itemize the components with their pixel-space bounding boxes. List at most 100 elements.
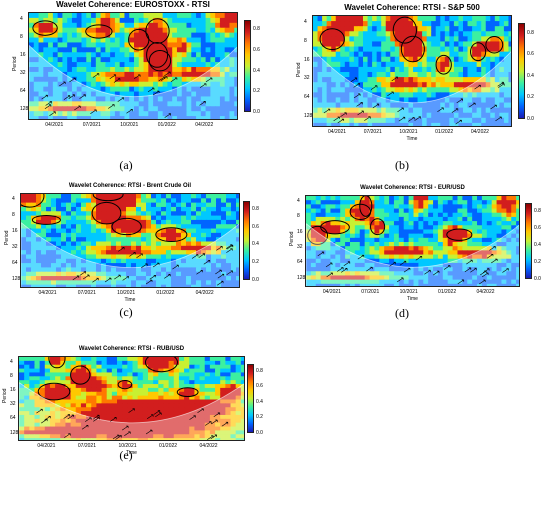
heatmap-cell	[487, 238, 492, 243]
heatmap-cell	[497, 200, 502, 205]
heatmap-cell	[143, 392, 149, 396]
heatmap-cell	[408, 72, 413, 78]
heatmap-cell	[316, 213, 321, 218]
heatmap-cell	[106, 224, 112, 229]
heatmap-cell	[60, 376, 66, 380]
heatmap-cell	[139, 23, 144, 29]
heatmap-cell	[210, 357, 216, 361]
heatmap-cell	[171, 233, 177, 238]
heatmap-cell	[166, 246, 172, 251]
heatmap-cell	[215, 18, 220, 24]
heatmap-cell	[506, 204, 511, 209]
heatmap-cell	[112, 376, 118, 380]
y-tick-label: 16	[12, 228, 18, 234]
heatmap-cell	[153, 82, 158, 88]
heatmap-cell	[107, 369, 113, 373]
heatmap-cell	[120, 62, 125, 68]
heatmap-cell	[399, 82, 404, 88]
heatmap-cell	[374, 229, 379, 234]
heatmap-cell	[408, 97, 413, 103]
heatmap-cell	[487, 200, 492, 205]
heatmap-cell	[418, 77, 423, 83]
heatmap-cell	[418, 250, 423, 255]
heatmap-cell	[166, 220, 172, 225]
heatmap-cell	[495, 21, 500, 27]
heatmap-cell	[101, 250, 107, 255]
coherence-heatmap	[29, 13, 238, 120]
heatmap-cell	[422, 92, 427, 98]
heatmap-cell	[77, 18, 82, 24]
heatmap-cell	[101, 229, 107, 234]
heatmap-cell	[330, 225, 335, 230]
heatmap-cell	[384, 204, 389, 209]
heatmap-cell	[112, 384, 118, 388]
heatmap-cell	[408, 62, 413, 68]
heatmap-cell	[134, 42, 139, 48]
heatmap-cell	[131, 259, 137, 264]
heatmap-cell	[81, 372, 87, 376]
heatmap-cell	[117, 392, 123, 396]
heatmap-cell	[194, 400, 200, 404]
heatmap-cell	[231, 380, 237, 384]
heatmap-cell	[96, 28, 101, 34]
heatmap-cell	[201, 242, 207, 247]
heatmap-cell	[143, 376, 149, 380]
heatmap-cell	[56, 237, 62, 242]
heatmap-cell	[101, 67, 106, 73]
heatmap-cell	[133, 376, 139, 380]
heatmap-cell	[379, 250, 384, 255]
heatmap-cell	[76, 388, 82, 392]
heatmap-cell	[316, 196, 321, 201]
heatmap-cell	[454, 41, 459, 47]
heatmap-cell	[427, 26, 432, 32]
heatmap-cell	[365, 200, 370, 205]
heatmap-cell	[427, 62, 432, 68]
heatmap-cell	[501, 200, 506, 205]
heatmap-cell	[215, 28, 220, 34]
heatmap-cell	[127, 400, 133, 404]
heatmap-cell	[106, 250, 112, 255]
heatmap-cell	[184, 357, 190, 361]
heatmap-cell	[179, 365, 185, 369]
heatmap-cell	[96, 42, 101, 48]
heatmap-cell	[53, 13, 58, 19]
heatmap-cell	[174, 400, 180, 404]
heatmap-cell	[126, 242, 132, 247]
heatmap-cell	[490, 47, 495, 53]
heatmap-cell	[454, 52, 459, 58]
heatmap-cell	[508, 21, 512, 27]
heatmap-cell	[96, 361, 102, 365]
heatmap-cell	[440, 52, 445, 58]
heatmap-cell	[86, 198, 92, 203]
heatmap-cell	[81, 361, 87, 365]
heatmap-cell	[443, 238, 448, 243]
heatmap-cell	[211, 194, 217, 199]
heatmap-cell	[422, 26, 427, 32]
heatmap-cell	[67, 67, 72, 73]
heatmap-cell	[61, 207, 67, 212]
heatmap-cell	[172, 47, 177, 53]
heatmap-cell	[201, 18, 206, 24]
heatmap-cell	[449, 21, 454, 27]
heatmap-cell	[386, 36, 391, 42]
heatmap-cell	[72, 62, 77, 68]
heatmap-cell	[321, 217, 326, 222]
heatmap-cell	[433, 204, 438, 209]
heatmap-cell	[120, 87, 125, 93]
heatmap-cell	[46, 198, 52, 203]
heatmap-cell	[206, 216, 212, 221]
heatmap-cell	[143, 415, 149, 419]
heatmap-cell	[225, 18, 230, 24]
heatmap-cell	[129, 82, 134, 88]
heatmap-cell	[454, 47, 459, 53]
colorbar-tick-label: 0.4	[527, 73, 534, 79]
heatmap-cell	[438, 255, 443, 260]
heatmap-cell	[81, 384, 87, 388]
heatmap-cell	[21, 211, 27, 216]
heatmap-cell	[129, 62, 134, 68]
heatmap-cell	[381, 67, 386, 73]
heatmap-cell	[458, 57, 463, 63]
heatmap-cell	[472, 21, 477, 27]
heatmap-cell	[86, 194, 92, 199]
heatmap-cell	[428, 255, 433, 260]
